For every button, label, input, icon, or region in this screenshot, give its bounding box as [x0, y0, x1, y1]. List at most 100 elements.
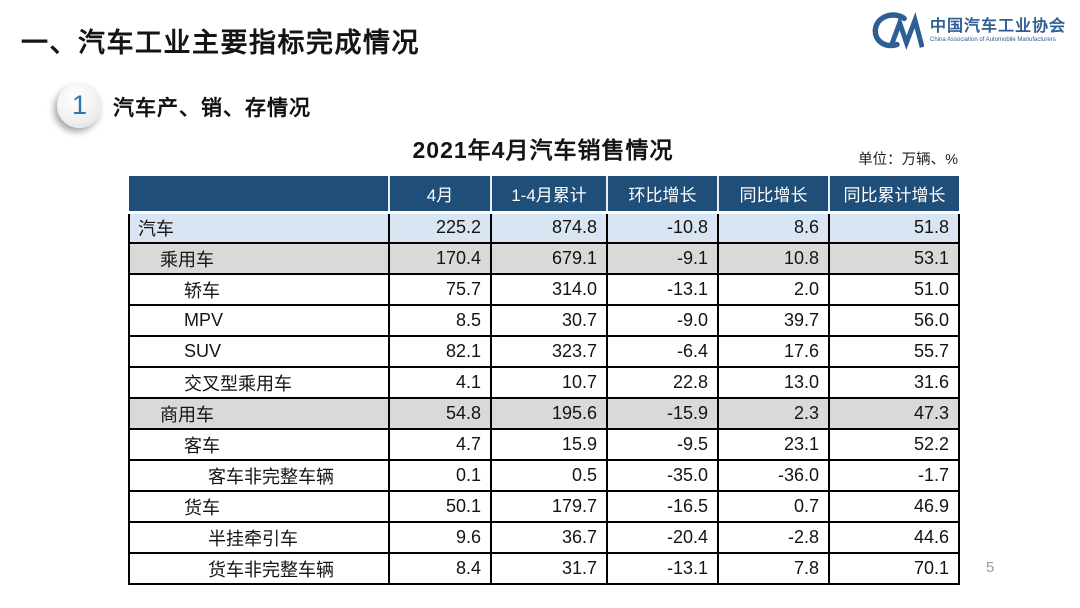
value-cell: 8.6 — [717, 211, 830, 244]
table-row: SUV 82.1 323.7 -6.4 17.6 55.7 — [128, 335, 960, 368]
value-cell: 8.5 — [388, 304, 492, 337]
table-row: 交叉型乘用车 4.1 10.7 22.8 13.0 31.6 — [128, 366, 960, 399]
column-header-mom-growth: 环比增长 — [606, 176, 718, 214]
value-cell: 44.6 — [828, 521, 960, 554]
table-header-row: 4月 1-4月累计 环比增长 同比增长 同比累计增长 — [129, 176, 959, 214]
row-label-cell: 客车非完整车辆 — [128, 459, 390, 492]
table-row: MPV 8.5 30.7 -9.0 39.7 56.0 — [128, 304, 960, 337]
value-cell: -16.5 — [606, 490, 719, 523]
value-cell: 2.3 — [717, 397, 830, 430]
row-label-cell: 半挂牵引车 — [128, 521, 390, 554]
table-title: 2021年4月汽车销售情况 — [412, 137, 674, 163]
value-cell: -2.8 — [717, 521, 830, 554]
value-cell: 39.7 — [717, 304, 830, 337]
row-label-cell: 交叉型乘用车 — [128, 366, 390, 399]
value-cell: 179.7 — [490, 490, 608, 523]
section-heading: 汽车产、销、存情况 — [113, 97, 311, 120]
table-row: 客车非完整车辆 0.1 0.5 -35.0 -36.0 -1.7 — [128, 459, 960, 492]
org-logo-text: 中国汽车工业协会 China Association of Automobile… — [930, 18, 1066, 43]
value-cell: -10.8 — [606, 211, 719, 244]
table-row: 客车 4.7 15.9 -9.5 23.1 52.2 — [128, 428, 960, 461]
table-row: 货车 50.1 179.7 -16.5 0.7 46.9 — [128, 490, 960, 523]
row-label-cell: 汽车 — [128, 211, 390, 244]
value-cell: -1.7 — [828, 459, 960, 492]
value-cell: 51.0 — [828, 273, 960, 306]
value-cell: 51.8 — [828, 211, 960, 244]
value-cell: 10.8 — [717, 242, 830, 275]
value-cell: 52.2 — [828, 428, 960, 461]
value-cell: -9.0 — [606, 304, 719, 337]
row-label-cell: 商用车 — [128, 397, 390, 430]
value-cell: 53.1 — [828, 242, 960, 275]
value-cell: 4.7 — [388, 428, 492, 461]
table-row: 商用车 54.8 195.6 -15.9 2.3 47.3 — [128, 397, 960, 430]
value-cell: 2.0 — [717, 273, 830, 306]
value-cell: 13.0 — [717, 366, 830, 399]
value-cell: 9.6 — [388, 521, 492, 554]
value-cell: -15.9 — [606, 397, 719, 430]
value-cell: 54.8 — [388, 397, 492, 430]
value-cell: 15.9 — [490, 428, 608, 461]
value-cell: 679.1 — [490, 242, 608, 275]
value-cell: 4.1 — [388, 366, 492, 399]
value-cell: 225.2 — [388, 211, 492, 244]
row-label-cell: 客车 — [128, 428, 390, 461]
value-cell: 22.8 — [606, 366, 719, 399]
value-cell: 75.7 — [388, 273, 492, 306]
org-name-cn: 中国汽车工业协会 — [929, 18, 1066, 36]
org-name-en: China Association of Automobile Manufact… — [929, 36, 1056, 43]
column-header-label — [129, 176, 389, 214]
table-row: 轿车 75.7 314.0 -13.1 2.0 51.0 — [128, 273, 960, 306]
value-cell: 46.9 — [828, 490, 960, 523]
value-cell: 82.1 — [388, 335, 492, 368]
row-label-cell: 轿车 — [128, 273, 390, 306]
sales-table: 4月 1-4月累计 环比增长 同比增长 同比累计增长 汽车 225.2 874.… — [128, 176, 960, 585]
value-cell: 55.7 — [828, 335, 960, 368]
value-cell: 31.6 — [828, 366, 960, 399]
column-header-cumulative: 1-4月累计 — [490, 176, 607, 214]
value-cell: 36.7 — [490, 521, 608, 554]
value-cell: -6.4 — [606, 335, 719, 368]
table-body: 汽车 225.2 874.8 -10.8 8.6 51.8 乘用车 170.4 … — [128, 211, 960, 585]
value-cell: 56.0 — [828, 304, 960, 337]
value-cell: 17.6 — [717, 335, 830, 368]
value-cell: -20.4 — [606, 521, 719, 554]
value-cell: 30.7 — [490, 304, 608, 337]
value-cell: -9.1 — [606, 242, 719, 275]
row-label-cell: 乘用车 — [128, 242, 390, 275]
row-label-cell: SUV — [128, 335, 390, 368]
row-label-cell: 货车 — [128, 490, 390, 523]
value-cell: -35.0 — [606, 459, 719, 492]
value-cell: 10.7 — [490, 366, 608, 399]
value-cell: 0.5 — [490, 459, 608, 492]
table-row: 货车非完整车辆 8.4 31.7 -13.1 7.8 70.1 — [128, 552, 960, 585]
row-label-cell: 货车非完整车辆 — [128, 552, 390, 585]
value-cell: 195.6 — [490, 397, 608, 430]
row-label-cell: MPV — [128, 304, 390, 337]
column-header-month: 4月 — [388, 176, 491, 214]
section-number-badge: 1 — [57, 83, 102, 128]
value-cell: 50.1 — [388, 490, 492, 523]
value-cell: -13.1 — [606, 273, 719, 306]
value-cell: -36.0 — [717, 459, 830, 492]
value-cell: 314.0 — [490, 273, 608, 306]
value-cell: -9.5 — [606, 428, 719, 461]
value-cell: 874.8 — [490, 211, 608, 244]
value-cell: 0.7 — [717, 490, 830, 523]
value-cell: 7.8 — [717, 552, 830, 585]
value-cell: 23.1 — [717, 428, 830, 461]
value-cell: 31.7 — [490, 552, 608, 585]
table-row: 半挂牵引车 9.6 36.7 -20.4 -2.8 44.6 — [128, 521, 960, 554]
column-header-yoy-growth: 同比增长 — [717, 176, 829, 214]
value-cell: 70.1 — [828, 552, 960, 585]
page-number: 5 — [986, 559, 995, 576]
table-row: 汽车 225.2 874.8 -10.8 8.6 51.8 — [128, 211, 960, 244]
value-cell: 323.7 — [490, 335, 608, 368]
org-logo: 中国汽车工业协会 China Association of Automobile… — [870, 10, 1066, 52]
page-title: 一、汽车工业主要指标完成情况 — [21, 28, 420, 58]
value-cell: 170.4 — [388, 242, 492, 275]
value-cell: 8.4 — [388, 552, 492, 585]
table-row: 乘用车 170.4 679.1 -9.1 10.8 53.1 — [128, 242, 960, 275]
column-header-yoy-cum-growth: 同比累计增长 — [828, 176, 959, 214]
